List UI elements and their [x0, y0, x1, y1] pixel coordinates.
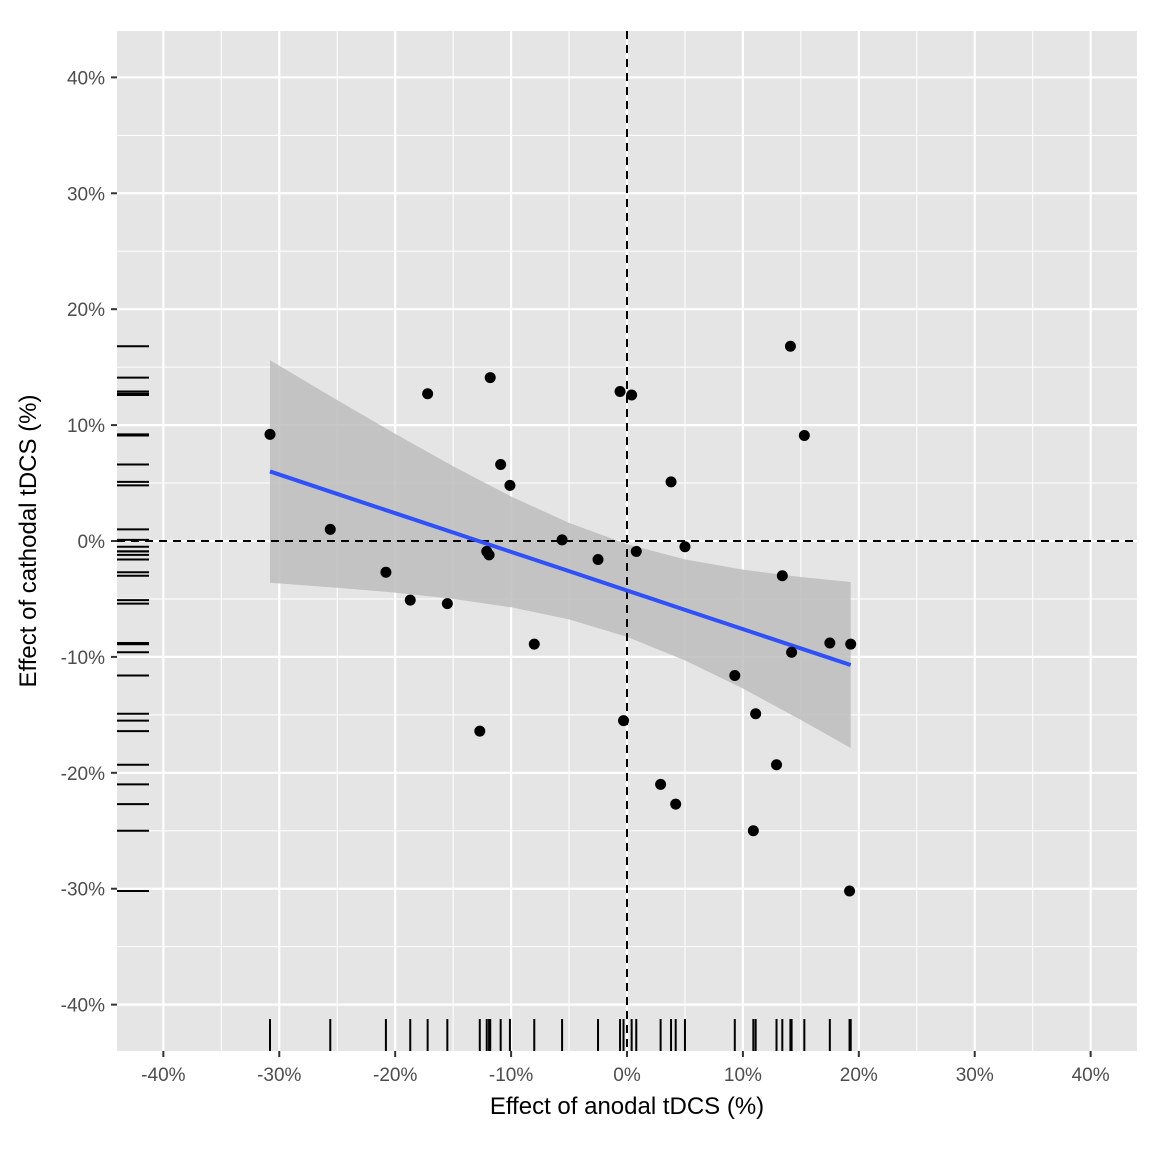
data-point [798, 430, 810, 442]
data-point [592, 554, 604, 566]
data-point [528, 638, 540, 650]
data-point [474, 725, 486, 737]
data-point [776, 570, 788, 582]
data-point [380, 566, 392, 578]
data-point [495, 459, 507, 470]
data-point [556, 534, 568, 546]
x-tick-label: 40% [1072, 1065, 1110, 1086]
y-tick-label: -20% [61, 764, 105, 785]
data-point [264, 428, 276, 440]
data-point [404, 594, 416, 606]
data-point [504, 479, 516, 491]
y-tick-label: 30% [67, 184, 105, 205]
data-point [844, 885, 856, 897]
y-tick-label: 40% [67, 68, 105, 89]
data-points [264, 340, 857, 897]
x-tick-label: 20% [840, 1065, 878, 1086]
y-tick-label: 20% [67, 300, 105, 321]
fit-line-group [269, 469, 852, 667]
y-axis-title: Effect of cathodal tDCS (%) [15, 394, 42, 687]
confidence-band-group [270, 360, 851, 749]
y-tick-label: 10% [67, 416, 105, 437]
x-tick-label: -10% [489, 1065, 533, 1086]
x-tick-label: 0% [613, 1065, 641, 1086]
data-point [422, 388, 434, 400]
data-point [665, 476, 677, 488]
data-point [771, 759, 783, 771]
x-tick-label: -40% [141, 1065, 185, 1086]
data-point [679, 541, 691, 553]
axes: -40% -30% -20% -10% 0% 10% 20% 30% 40% -40% -30% -2… [61, 68, 1110, 1086]
data-point [630, 545, 642, 557]
data-point [786, 646, 798, 658]
fit-line [269, 469, 852, 667]
data-point [747, 825, 759, 837]
rug-marks [117, 345, 852, 1051]
data-point [324, 523, 336, 535]
data-point [729, 669, 741, 681]
y-tick-label: -40% [61, 996, 105, 1017]
y-tick-label: 0% [78, 532, 106, 553]
y-tick-label: -10% [61, 648, 105, 669]
data-point [670, 798, 682, 810]
reference-lines [117, 31, 1137, 1051]
data-point [655, 778, 667, 790]
data-point [483, 549, 495, 561]
data-point [614, 385, 626, 397]
data-point [784, 340, 796, 352]
data-point [845, 638, 857, 650]
x-tick-label: -20% [373, 1065, 417, 1086]
x-tick-label: 30% [956, 1065, 994, 1086]
data-point [484, 372, 496, 384]
data-point [441, 598, 453, 610]
data-point [626, 389, 638, 401]
confidence-band [270, 360, 851, 749]
data-point [824, 637, 836, 649]
x-tick-label: -30% [257, 1065, 301, 1086]
y-tick-label: -30% [61, 880, 105, 901]
x-tick-label: 10% [724, 1065, 762, 1086]
x-axis-title: Effect of anodal tDCS (%) [490, 1093, 764, 1120]
data-point [618, 715, 630, 727]
data-point [750, 708, 762, 720]
